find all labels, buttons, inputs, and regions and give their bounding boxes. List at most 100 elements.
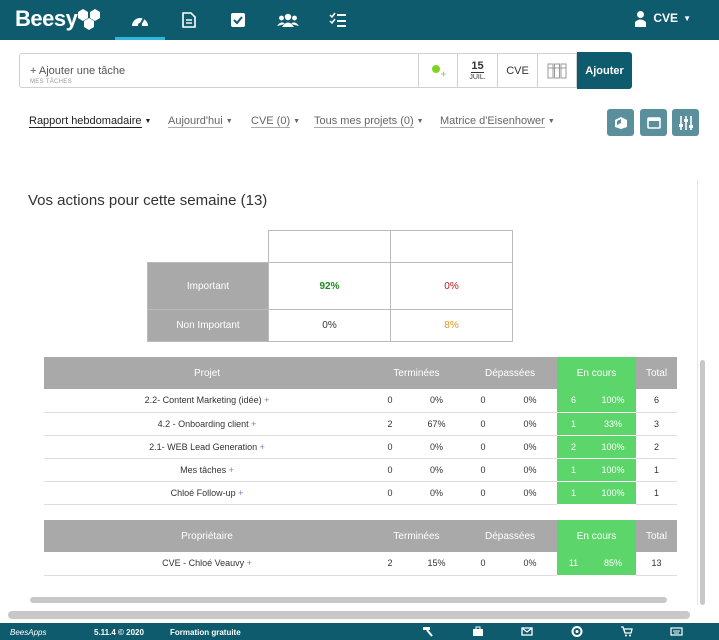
total-count: 1 <box>636 458 677 482</box>
document-icon <box>182 12 196 28</box>
task-input-placeholder: + Ajouter une tâche <box>30 65 126 77</box>
filter-projects[interactable]: Tous mes projets (0) ▼ <box>314 115 424 128</box>
priority-dot-icon <box>432 64 446 76</box>
row-name-label[interactable]: 2.1- WEB Lead Generation <box>149 441 258 452</box>
row-name-label[interactable]: 2.2- Content Marketing (idée) <box>144 395 262 406</box>
col-done: Terminées <box>370 520 463 552</box>
matrix-header-non-urgent: Non Urgent <box>268 230 391 263</box>
done-count: 2 <box>370 412 410 436</box>
owner-button[interactable]: CVE <box>498 53 538 88</box>
table-row[interactable]: 4.2 - Onboarding client +2 67% 0 0% 1 33% 3 <box>44 412 677 436</box>
mail-icon[interactable] <box>521 626 533 637</box>
table-row[interactable]: 2.2- Content Marketing (idée) +0 0% 0 0% 6 10… <box>44 389 677 413</box>
col-total: Total <box>636 520 677 552</box>
matrix-important-urgent[interactable]: 0% <box>390 262 513 310</box>
done-percent: 67% <box>410 412 463 436</box>
view-toggle-button[interactable] <box>640 109 667 136</box>
keyboard-icon[interactable] <box>670 626 683 637</box>
vertical-scrollbar[interactable] <box>700 360 705 605</box>
due-date-day: 15 <box>471 59 484 73</box>
nav-teams[interactable] <box>263 0 313 40</box>
row-name-label[interactable]: 4.2 - Onboarding client <box>157 418 249 429</box>
table-row[interactable]: 2.1- WEB Lead Generation +0 0% 0 0% 2 100% 2 <box>44 435 677 459</box>
row-name: CVE - Chloé Veauvy + <box>44 552 370 576</box>
nav-dashboard[interactable] <box>115 0 165 40</box>
nav-documents[interactable] <box>164 0 214 40</box>
due-date-button[interactable]: 15 JUIL. <box>458 53 498 88</box>
add-icon[interactable]: + <box>235 487 244 498</box>
table-row[interactable]: Chloé Follow-up +0 0% 0 0% 1 100% 1 <box>44 481 677 505</box>
add-icon[interactable]: + <box>248 418 257 429</box>
total-count: 6 <box>636 389 677 413</box>
table-row[interactable]: Mes tâches +0 0% 0 0% 1 100% 1 <box>44 458 677 482</box>
table-row[interactable]: CVE - Chloé Veauvy +2 15% 0 0% 11 85% 13 <box>44 552 677 576</box>
done-percent: 15% <box>410 552 463 576</box>
filter-matrix[interactable]: Matrice d'Eisenhower ▼ <box>440 115 555 128</box>
app-logo[interactable]: Beesy <box>15 6 78 31</box>
add-icon[interactable]: + <box>226 464 234 475</box>
help-lifebuoy-icon[interactable] <box>571 626 583 637</box>
logo-hexagon-icon <box>78 9 100 30</box>
nav-tasks[interactable] <box>213 0 263 40</box>
total-count: 3 <box>636 412 677 436</box>
footer-brand[interactable]: BeesApps <box>10 628 47 637</box>
footer-training-link[interactable]: Formation gratuite <box>170 628 241 637</box>
settings-sliders-button[interactable] <box>672 109 699 136</box>
row-name-label[interactable]: Mes tâches <box>180 464 227 475</box>
matrix-not-important-non-urgent[interactable]: 0% <box>268 309 391 342</box>
in-progress-percent: 100% <box>590 435 636 459</box>
page-horizontal-scrollbar[interactable] <box>8 611 690 619</box>
footer: BeesApps 5.11.4 © 2020 Formation gratuit… <box>0 623 719 640</box>
matrix-not-important-urgent[interactable]: 8% <box>390 309 513 342</box>
add-icon[interactable]: + <box>244 558 252 569</box>
inner-horizontal-scrollbar[interactable] <box>30 597 667 603</box>
user-menu[interactable]: CVE ▼ <box>634 0 691 36</box>
task-input[interactable]: + Ajouter une tâche MES TÂCHES <box>19 53 419 88</box>
row-name: Chloé Follow-up + <box>44 481 370 505</box>
in-progress-percent: 100% <box>590 481 636 505</box>
overdue-count: 0 <box>463 552 503 576</box>
due-date-month: JUIL. <box>469 73 486 81</box>
cart-icon[interactable] <box>621 626 633 637</box>
filter-period[interactable]: Aujourd'hui ▼ <box>168 115 233 128</box>
col-project: Projet <box>44 357 370 389</box>
filter-owner[interactable]: CVE (0) ▼ <box>251 115 301 128</box>
matrix-important-non-urgent[interactable]: 92% <box>268 262 391 310</box>
briefcase-icon[interactable] <box>472 626 484 637</box>
footer-version: 5.11.4 © 2020 <box>94 628 144 637</box>
board-button[interactable] <box>538 53 577 88</box>
window-icon <box>646 116 661 129</box>
overdue-percent: 0% <box>503 412 557 436</box>
done-count: 0 <box>370 458 410 482</box>
hammer-icon[interactable] <box>422 626 434 637</box>
projects-table: Projet Terminées Dépassées En cours Tota… <box>44 357 677 505</box>
done-percent: 0% <box>410 435 463 459</box>
chevron-down-icon: ▼ <box>547 118 555 125</box>
overdue-percent: 0% <box>503 435 557 459</box>
overdue-count: 0 <box>463 412 503 436</box>
priority-button[interactable] <box>419 53 458 88</box>
overdue-count: 0 <box>463 481 503 505</box>
row-name-label[interactable]: Chloé Follow-up <box>170 487 236 498</box>
col-overdue: Dépassées <box>463 357 557 389</box>
nav-checklist[interactable] <box>313 0 363 40</box>
export-button[interactable] <box>607 109 634 136</box>
row-name: 4.2 - Onboarding client + <box>44 412 370 436</box>
done-count: 0 <box>370 435 410 459</box>
row-name: 2.1- WEB Lead Generation + <box>44 435 370 459</box>
total-count: 1 <box>636 481 677 505</box>
filter-report[interactable]: Rapport hebdomadaire ▼ <box>29 115 152 128</box>
add-icon[interactable]: + <box>261 395 270 406</box>
overdue-percent: 0% <box>503 552 557 576</box>
add-icon[interactable]: + <box>257 441 265 452</box>
done-percent: 0% <box>410 389 463 413</box>
chevron-down-icon: ▼ <box>416 118 424 125</box>
matrix-row-important: Important <box>147 262 269 310</box>
add-task-button[interactable]: Ajouter <box>577 52 632 89</box>
row-name-label[interactable]: CVE - Chloé Veauvy <box>162 558 245 569</box>
total-count: 2 <box>636 435 677 459</box>
total-count: 13 <box>636 552 677 576</box>
table-header: Projet Terminées Dépassées En cours Tota… <box>44 357 677 389</box>
done-percent: 0% <box>410 481 463 505</box>
speedometer-icon <box>132 17 148 27</box>
